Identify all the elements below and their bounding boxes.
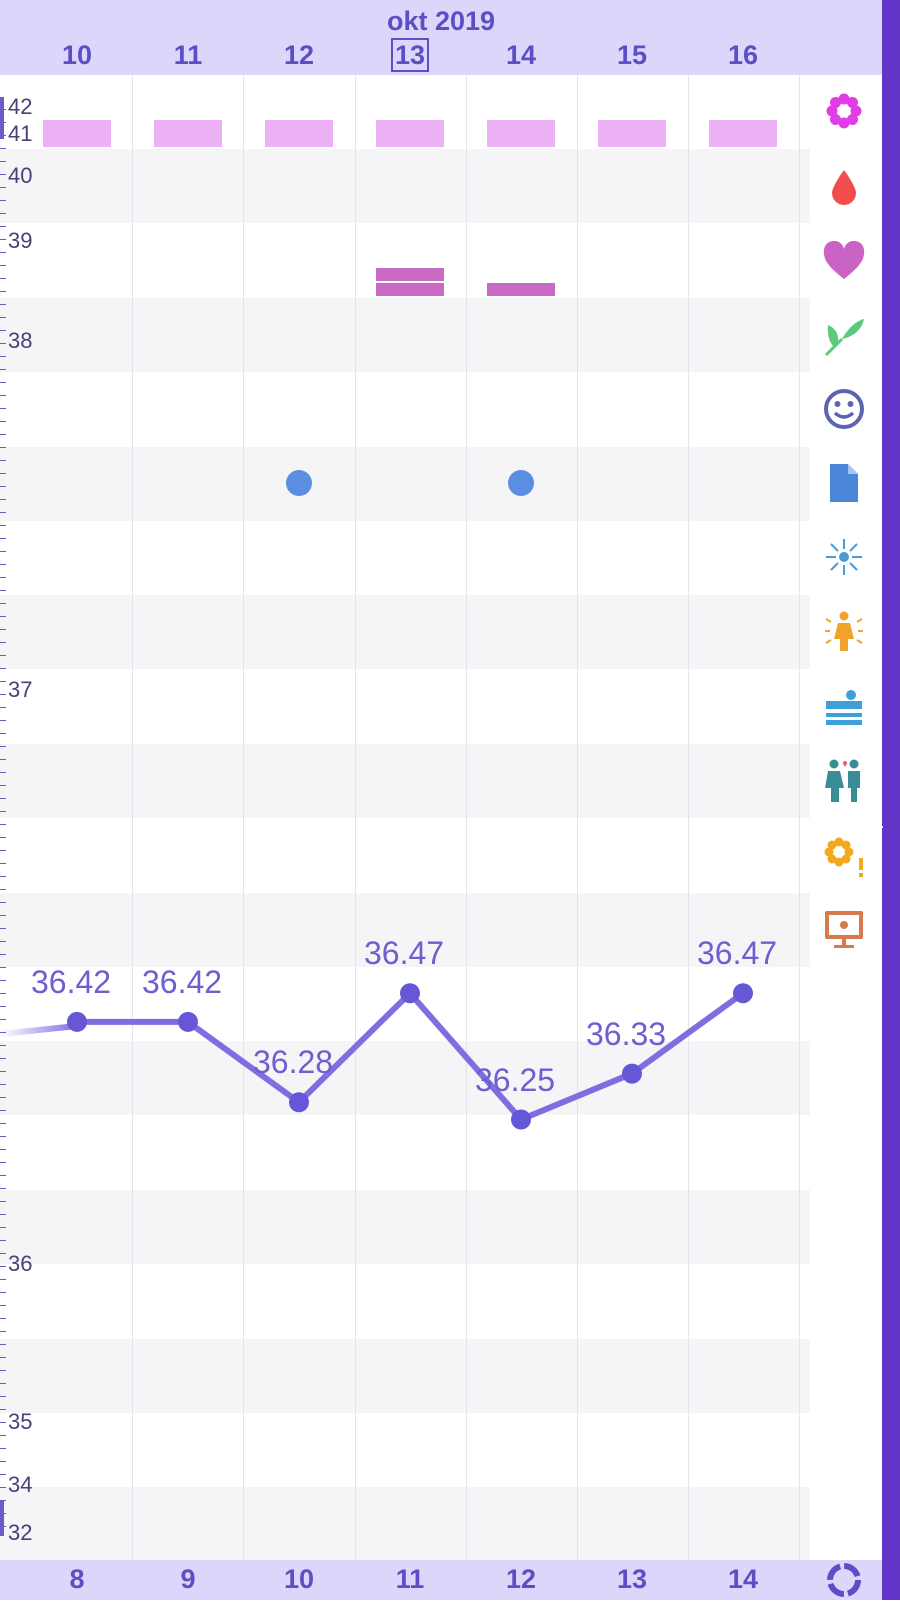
column-divider [132, 75, 133, 1560]
temperature-value-label: 36.42 [142, 963, 223, 1000]
note-dot[interactable] [508, 470, 534, 496]
grid-band [0, 893, 810, 967]
month-title: okt 2019 [386, 6, 496, 36]
y-tick-label: 36 [8, 1251, 33, 1276]
period-marker[interactable] [376, 120, 444, 147]
grid-band [0, 298, 810, 372]
grid-band [0, 1487, 810, 1561]
couple-icon[interactable] [821, 758, 867, 804]
period-marker[interactable] [598, 120, 666, 147]
grid-band [0, 1339, 810, 1413]
column-divider [355, 75, 356, 1560]
heart-icon-svg [823, 241, 865, 279]
cycle-day[interactable]: 14 [727, 1564, 759, 1594]
temperature-point[interactable] [733, 983, 753, 1004]
period-marker[interactable] [154, 120, 222, 147]
temperature-ruler[interactable] [0, 97, 6, 1537]
y-tick-label: 42 [8, 94, 33, 119]
cake-icon-svg [826, 690, 862, 725]
cycle-day[interactable]: 9 [180, 1564, 196, 1594]
y-tick-label: 37 [8, 677, 33, 702]
document-icon-svg [830, 464, 858, 502]
side-tab-label: ovuview [872, 800, 884, 844]
temperature-value-label: 36.42 [31, 963, 112, 1000]
document-icon[interactable] [821, 460, 867, 506]
monitor-icon-svg [825, 911, 863, 948]
day-header[interactable]: 10 [61, 40, 93, 70]
day-header[interactable]: 15 [616, 40, 648, 70]
y-tick-label: 35 [8, 1409, 33, 1434]
monitor-icon[interactable] [821, 906, 867, 952]
temperature-point[interactable] [67, 1011, 87, 1032]
flower-icon-svg [826, 93, 862, 129]
grid-band [0, 1190, 810, 1264]
cycle-day[interactable]: 12 [505, 1564, 537, 1594]
woman-icon-svg [825, 611, 863, 651]
column-divider [466, 75, 467, 1560]
grid-band [0, 744, 810, 818]
alert-flower-icon-svg [824, 837, 863, 877]
y-tick-label: 40 [8, 163, 33, 188]
period-marker[interactable] [265, 120, 333, 147]
temperature-value-label: 36.33 [586, 1015, 667, 1052]
column-divider [577, 75, 578, 1560]
period-marker[interactable] [709, 120, 777, 147]
leaf-icon-svg [824, 319, 864, 357]
intercourse-marker[interactable] [487, 283, 555, 296]
temperature-point[interactable] [178, 1011, 198, 1032]
smiley-icon[interactable] [821, 386, 867, 432]
drop-icon-svg [832, 170, 856, 205]
y-tick-label: 38 [8, 328, 33, 353]
day-header[interactable]: 14 [505, 40, 537, 70]
temperature-line-lead [0, 1023, 78, 1037]
flower-icon[interactable] [821, 88, 867, 134]
cycle-day-footer [0, 1560, 882, 1600]
day-header-today[interactable]: 13 [380, 38, 440, 72]
y-tick-label: 41 [8, 121, 33, 146]
temperature-value-label: 36.47 [697, 935, 778, 972]
grid-band [0, 149, 810, 223]
cycle-day[interactable]: 11 [395, 1564, 425, 1594]
intercourse-marker[interactable] [376, 283, 444, 296]
grid-band [0, 447, 810, 521]
temperature-point[interactable] [400, 983, 420, 1004]
y-tick-label: 39 [8, 228, 33, 253]
couple-icon-svg [825, 759, 860, 802]
smiley-icon-svg [824, 389, 864, 429]
heart-icon[interactable] [821, 238, 867, 284]
leaf-icon[interactable] [821, 312, 867, 358]
y-tick-label: 34 [8, 1472, 33, 1497]
date-header [0, 0, 882, 75]
day-header[interactable]: 12 [283, 40, 315, 70]
ruler-cap [0, 97, 4, 139]
cycle-ring-icon[interactable] [821, 1557, 867, 1603]
column-divider [688, 75, 689, 1560]
column-divider [799, 75, 800, 1560]
drop-icon[interactable] [821, 164, 867, 210]
temperature-value-label: 36.28 [253, 1044, 334, 1081]
cake-icon[interactable] [821, 684, 867, 730]
temperature-value-label: 36.47 [364, 935, 445, 972]
today-label: 13 [390, 38, 430, 72]
cycle-day[interactable]: 13 [616, 1564, 648, 1594]
sparkle-icon[interactable] [821, 534, 867, 580]
day-header[interactable]: 11 [173, 40, 203, 70]
grid-band [0, 595, 810, 669]
woman-icon[interactable] [821, 608, 867, 654]
period-marker[interactable] [43, 120, 111, 147]
day-header[interactable]: 16 [727, 40, 759, 70]
y-tick-label: 32 [8, 1520, 33, 1545]
alert-flower-icon[interactable] [821, 834, 867, 880]
sparkle-icon-svg [826, 539, 862, 575]
intercourse-marker[interactable] [376, 268, 444, 281]
period-marker[interactable] [487, 120, 555, 147]
side-tab-bar[interactable] [882, 0, 900, 1600]
cycle-ring-icon-svg [827, 1563, 861, 1597]
note-dot[interactable] [286, 470, 312, 496]
cycle-day[interactable]: 8 [69, 1564, 85, 1594]
temperature-value-label: 36.25 [475, 1061, 556, 1098]
ruler-cap [0, 1500, 4, 1536]
cycle-day[interactable]: 10 [283, 1564, 315, 1594]
column-divider [243, 75, 244, 1560]
